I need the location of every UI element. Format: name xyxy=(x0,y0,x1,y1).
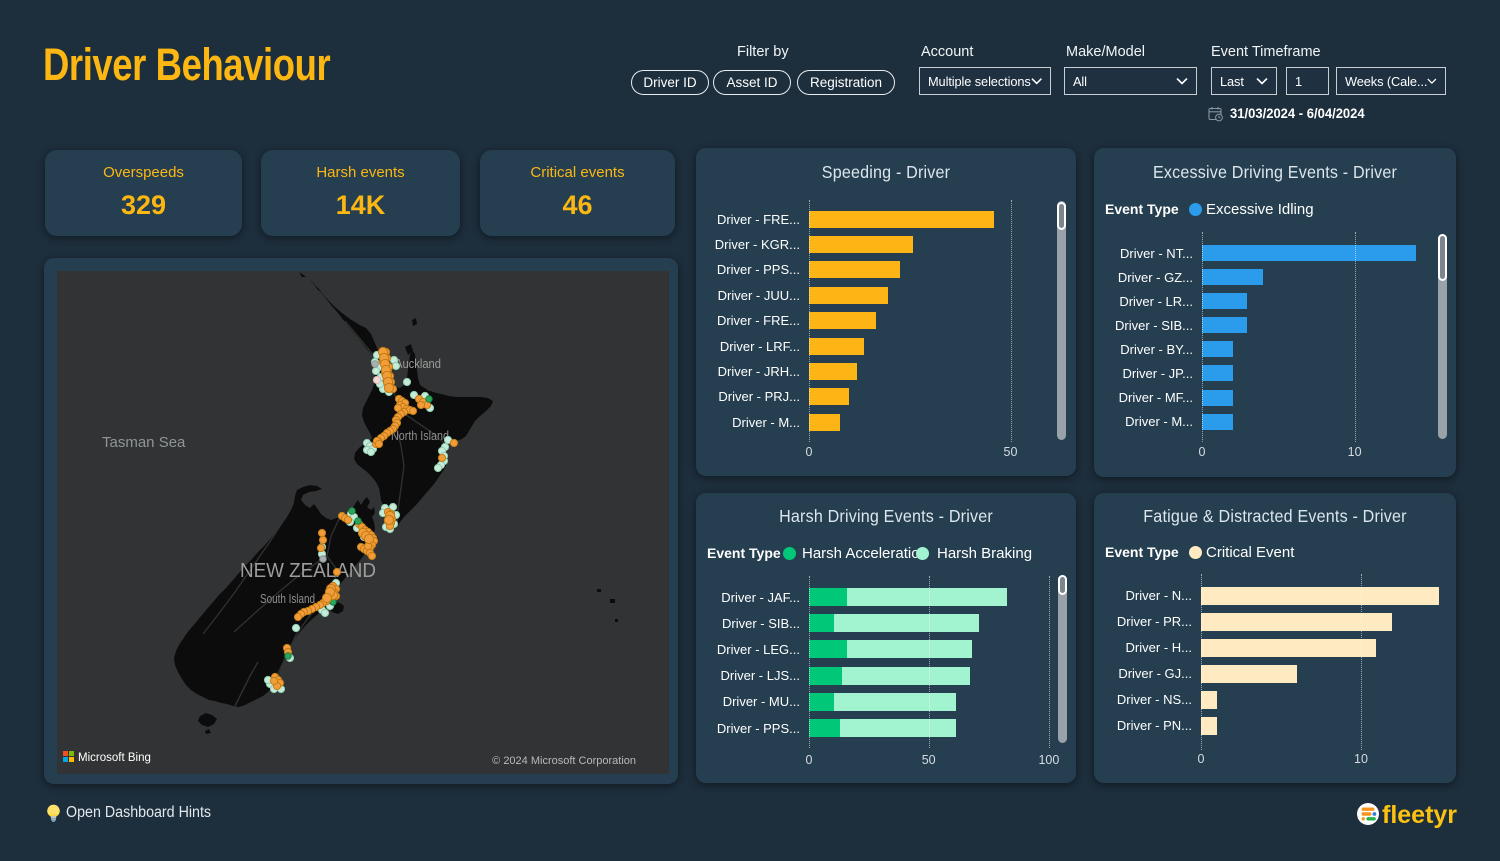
svg-text:North Island: North Island xyxy=(391,429,449,443)
svg-text:© 2024 Microsoft Corporation: © 2024 Microsoft Corporation xyxy=(492,755,636,767)
svg-text:Tasman Sea: Tasman Sea xyxy=(102,434,186,451)
svg-text:fleetyr: fleetyr xyxy=(1382,801,1457,829)
svg-text:South Island: South Island xyxy=(260,592,315,606)
svg-text:Microsoft Bing: Microsoft Bing xyxy=(78,752,151,764)
svg-text:NEW ZEALAND: NEW ZEALAND xyxy=(240,560,376,582)
svg-text:Auckland: Auckland xyxy=(395,357,441,371)
